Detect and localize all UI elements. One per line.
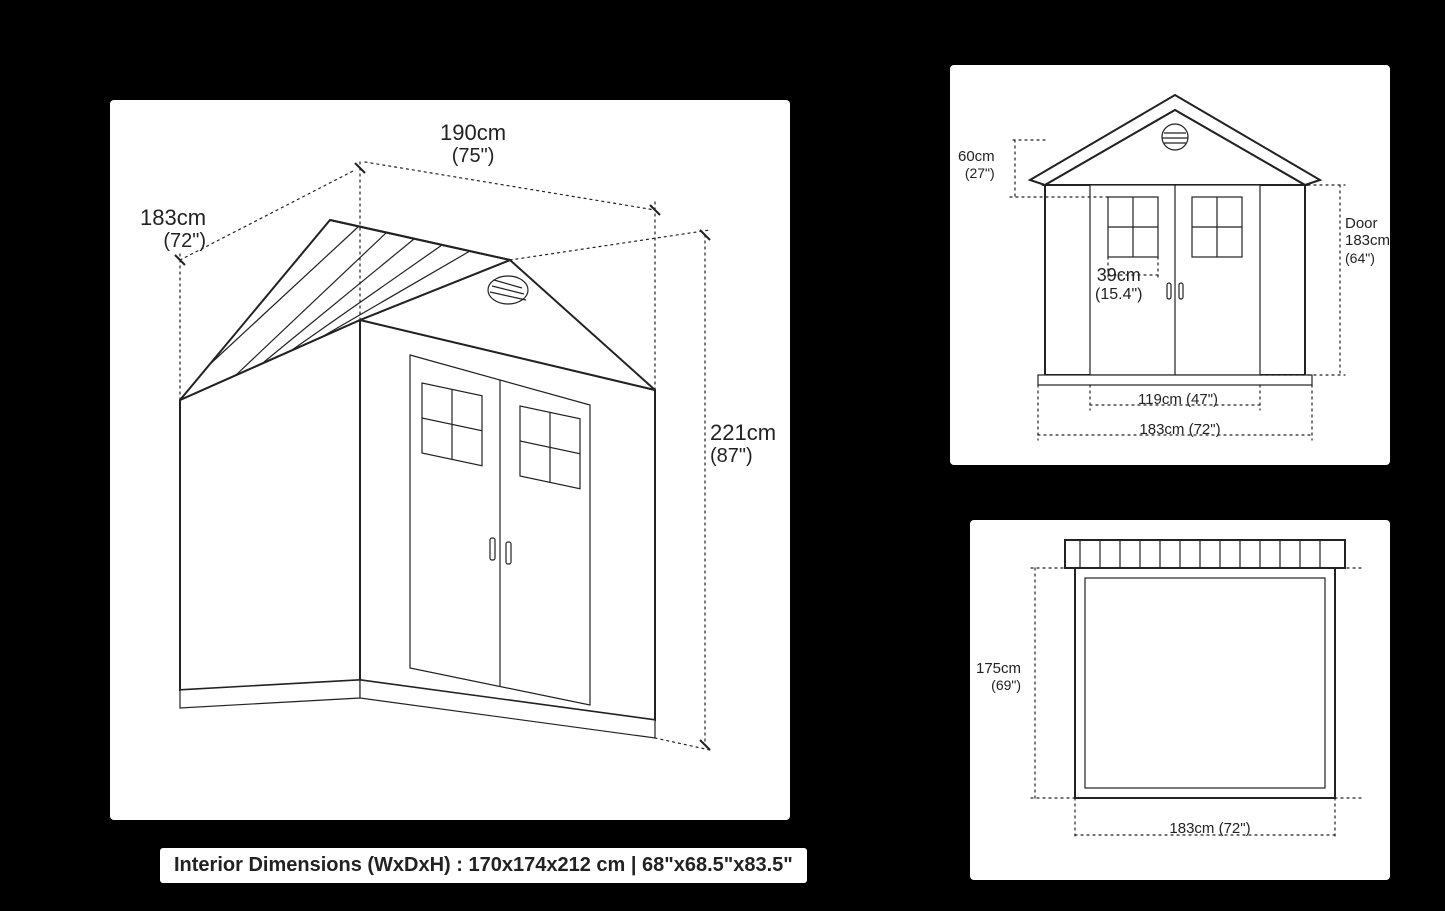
front-view-panel: 60cm (27") 39cm (15.4") Door 183cm (64")… xyxy=(950,65,1390,465)
dim-door-height-in: (64") xyxy=(1345,250,1390,266)
dim-door-label: Door xyxy=(1345,215,1390,232)
dim-front-width-txt: 183cm (72") xyxy=(1115,421,1245,438)
dim-height: 221cm (87") xyxy=(710,420,776,468)
dim-depth: 183cm (72") xyxy=(140,205,206,253)
dim-door-opening: 119cm (47") xyxy=(1118,391,1238,408)
dim-depth-cm: 183cm xyxy=(140,205,206,230)
diagram-canvas: 183cm (72") 190cm (75") 221cm (87") xyxy=(0,0,1445,911)
dim-height-cm: 221cm xyxy=(710,420,776,445)
dim-plan-width: 183cm (72") xyxy=(1145,820,1275,837)
dim-width: 190cm (75") xyxy=(440,120,506,168)
dim-window-top: 60cm (27") xyxy=(958,148,995,181)
dim-plan-depth-in: (69") xyxy=(976,677,1021,693)
dim-plan-depth: 175cm (69") xyxy=(976,660,1021,693)
dim-door-opening-txt: 119cm (47") xyxy=(1118,391,1238,408)
dim-plan-width-txt: 183cm (72") xyxy=(1145,820,1275,837)
dim-door-height-cm: 183cm xyxy=(1345,232,1390,249)
dim-door-height: Door 183cm (64") xyxy=(1345,215,1390,266)
iso-shed-svg xyxy=(110,100,790,820)
dim-window-top-in: (27") xyxy=(958,165,995,181)
dim-window-width-in: (15.4") xyxy=(1095,286,1142,304)
interior-dimensions-text: Interior Dimensions (WxDxH) : 170x174x21… xyxy=(160,848,807,883)
dim-width-in: (75") xyxy=(440,145,506,168)
dim-depth-in: (72") xyxy=(140,230,206,253)
dim-window-width-cm: 39cm xyxy=(1095,265,1142,286)
dim-front-width: 183cm (72") xyxy=(1115,421,1245,438)
dim-height-in: (87") xyxy=(710,445,776,468)
iso-view-panel: 183cm (72") 190cm (75") 221cm (87") xyxy=(110,100,790,820)
dim-window-width: 39cm (15.4") xyxy=(1095,265,1142,304)
dim-width-cm: 190cm xyxy=(440,120,506,145)
dim-window-top-cm: 60cm xyxy=(958,148,995,165)
dim-plan-depth-cm: 175cm xyxy=(976,660,1021,677)
plan-view-panel: 175cm (69") 183cm (72") xyxy=(970,520,1390,880)
